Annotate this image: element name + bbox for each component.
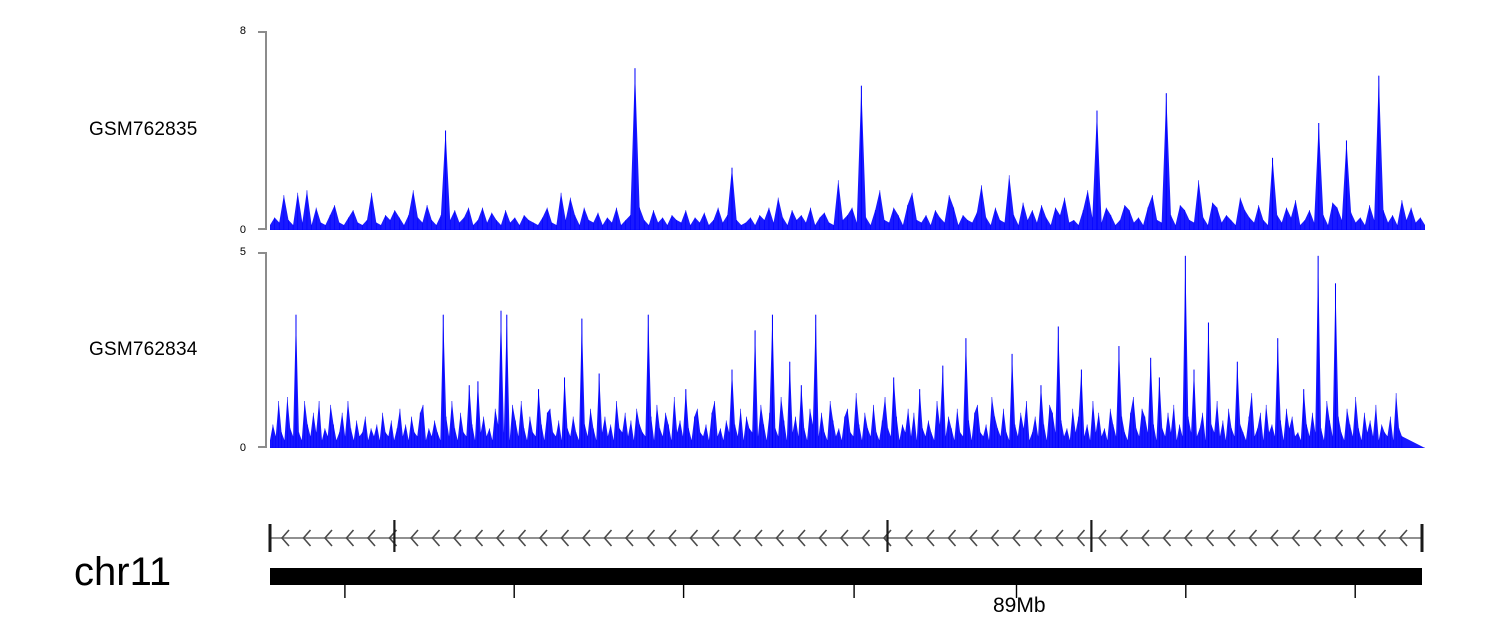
gene-strand-arrow-icon (1377, 529, 1387, 547)
gene-strand-arrow-icon (818, 529, 828, 547)
gene-strand-arrow-icon (1269, 529, 1279, 547)
ideogram-bar (270, 568, 1422, 585)
signal-area (270, 255, 1425, 448)
gene-strand-arrow-icon (345, 529, 355, 547)
track2-axis-tick-min (258, 446, 267, 448)
gene-strand-arrow-icon (431, 529, 441, 547)
gene-strand-arrow-icon (495, 529, 505, 547)
track1-signal-svg (270, 68, 1425, 230)
ruler-coordinate-label: 89Mb (993, 594, 1046, 617)
track1-axis-tick-max (258, 31, 267, 33)
track2-axis-tick-max (258, 252, 267, 254)
gene-strand-arrow-icon (646, 529, 656, 547)
gene-strand-arrow-icon (1162, 529, 1172, 547)
track1-axis-spine (265, 31, 267, 230)
gene-strand-arrow-icon (882, 529, 892, 547)
gene-strand-arrow-icon (517, 529, 527, 547)
gene-strand-arrow-icon (1140, 529, 1150, 547)
gene-strand-arrow-icon (904, 529, 914, 547)
gene-strand-arrow-icon (1398, 529, 1408, 547)
gene-strand-arrow-icon (581, 529, 591, 547)
gene-strand-arrow-icon (474, 529, 484, 547)
gene-strand-arrow-icon (1291, 529, 1301, 547)
gene-strand-arrow-icon (603, 529, 613, 547)
gene-strand-arrow-icon (925, 529, 935, 547)
gene-strand-arrow-icon (990, 529, 1000, 547)
gene-strand-arrow-icon (560, 529, 570, 547)
gene-strand-arrow-icon (1076, 529, 1086, 547)
gene-strand-arrow-icon (366, 529, 376, 547)
gene-strand-arrow-icon (753, 529, 763, 547)
track2-signal-svg (270, 255, 1425, 448)
gene-strand-arrow-icon (452, 529, 462, 547)
track-label-gsm762835: GSM762835 (89, 119, 198, 140)
gene-strand-arrow-icon (947, 529, 957, 547)
gene-strand-arrow-icon (1097, 529, 1107, 547)
gene-strand-track[interactable] (262, 514, 1434, 562)
gene-strand-arrow-icon (710, 529, 720, 547)
gene-strand-arrow-icon (624, 529, 634, 547)
gene-strand-arrow-icon (732, 529, 742, 547)
gene-strand-arrow-icon (280, 529, 290, 547)
track2-axis-max-label: 5 (239, 246, 246, 258)
gene-strand-arrow-icon (1226, 529, 1236, 547)
gene-strand-arrow-icon (968, 529, 978, 547)
signal-envelope (270, 68, 1425, 230)
gene-strand-arrow-icon (775, 529, 785, 547)
gene-strand-arrow-icon (1119, 529, 1129, 547)
gene-strand-arrow-icon (1183, 529, 1193, 547)
gene-strand-arrow-icon (1011, 529, 1021, 547)
gene-strand-arrow-icon (323, 529, 333, 547)
gene-strand-arrow-icon (538, 529, 548, 547)
track1-axis-tick-min (258, 228, 267, 230)
track1-signal-plot[interactable] (270, 31, 1425, 230)
gene-strand-arrow-icon (1033, 529, 1043, 547)
gene-strand-arrow-icon (796, 529, 806, 547)
gene-strand-arrow-icon (861, 529, 871, 547)
track2-axis-min-label: 0 (239, 442, 246, 454)
gene-strand-arrow-icon (839, 529, 849, 547)
gene-strand-arrow-icon (1248, 529, 1258, 547)
track1-axis-max-label: 8 (239, 25, 246, 37)
chromosome-ideogram-svg (270, 568, 1422, 598)
gene-strand-arrow-icon (1334, 529, 1344, 547)
gene-strand-arrow-icon (1205, 529, 1215, 547)
gene-strand-arrow-icon (1312, 529, 1322, 547)
signal-area (270, 68, 1425, 230)
gene-strand-svg (268, 520, 1424, 552)
chromosome-ideogram-bar[interactable] (262, 563, 1434, 618)
chromosome-label: chr11 (74, 550, 172, 594)
gene-strand-arrow-icon (667, 529, 677, 547)
track-label-gsm762834: GSM762834 (89, 339, 198, 360)
track2-axis-spine (265, 252, 267, 448)
gene-strand-arrow-icon (302, 529, 312, 547)
gene-strand-arrow-icon (1355, 529, 1365, 547)
gene-strand-arrow-icon (1054, 529, 1064, 547)
gene-strand-arrow-icon (409, 529, 419, 547)
track2-signal-plot[interactable] (270, 252, 1425, 448)
track1-axis-min-label: 0 (239, 224, 246, 236)
gene-strand-arrow-icon (689, 529, 699, 547)
